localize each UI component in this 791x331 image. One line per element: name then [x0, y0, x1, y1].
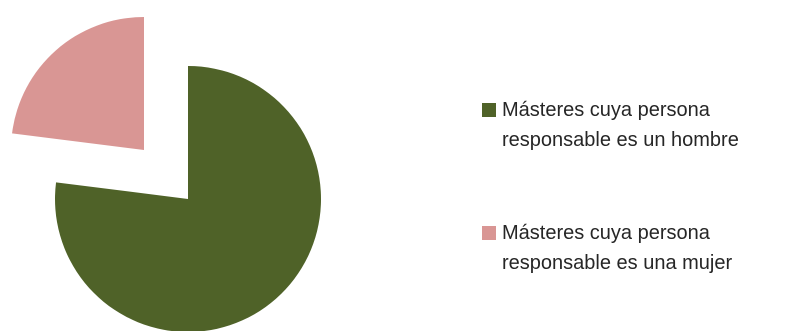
legend-item-hombre: Másteres cuya persona responsable es un …	[482, 95, 787, 155]
legend-swatch-mujer	[482, 226, 496, 240]
legend-label-hombre: Másteres cuya persona responsable es un …	[502, 99, 739, 151]
legend: Másteres cuya persona responsable es un …	[482, 95, 787, 278]
pie-slice-mujer	[12, 17, 144, 150]
legend-item-mujer: Másteres cuya persona responsable es una…	[482, 218, 787, 278]
legend-label-mujer: Másteres cuya persona responsable es una…	[502, 222, 733, 274]
pie-slice-hombre	[55, 66, 321, 331]
legend-swatch-hombre	[482, 103, 496, 117]
